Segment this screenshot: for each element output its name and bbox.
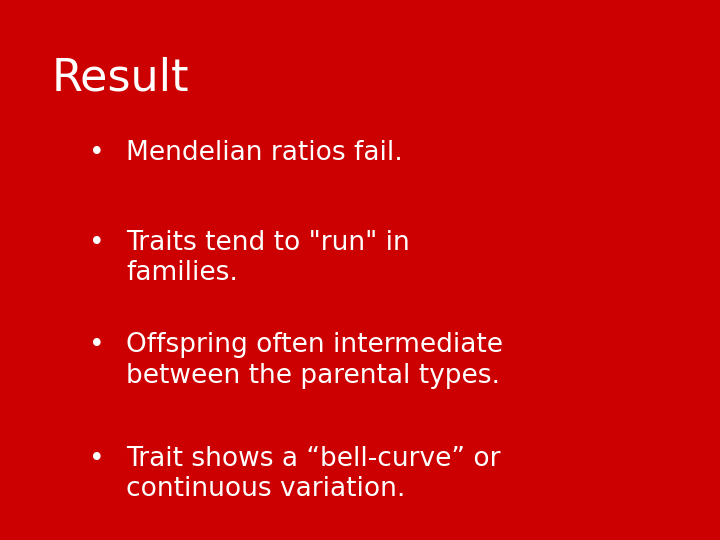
Text: Traits tend to "run" in
families.: Traits tend to "run" in families. xyxy=(126,230,410,287)
Text: Trait shows a “bell-curve” or
continuous variation.: Trait shows a “bell-curve” or continuous… xyxy=(126,446,500,503)
Text: •: • xyxy=(89,140,105,166)
Text: Offspring often intermediate
between the parental types.: Offspring often intermediate between the… xyxy=(126,332,503,389)
Text: •: • xyxy=(89,446,105,471)
Text: Result: Result xyxy=(52,57,189,100)
Text: •: • xyxy=(89,332,105,358)
Text: •: • xyxy=(89,230,105,255)
Text: Mendelian ratios fail.: Mendelian ratios fail. xyxy=(126,140,402,166)
